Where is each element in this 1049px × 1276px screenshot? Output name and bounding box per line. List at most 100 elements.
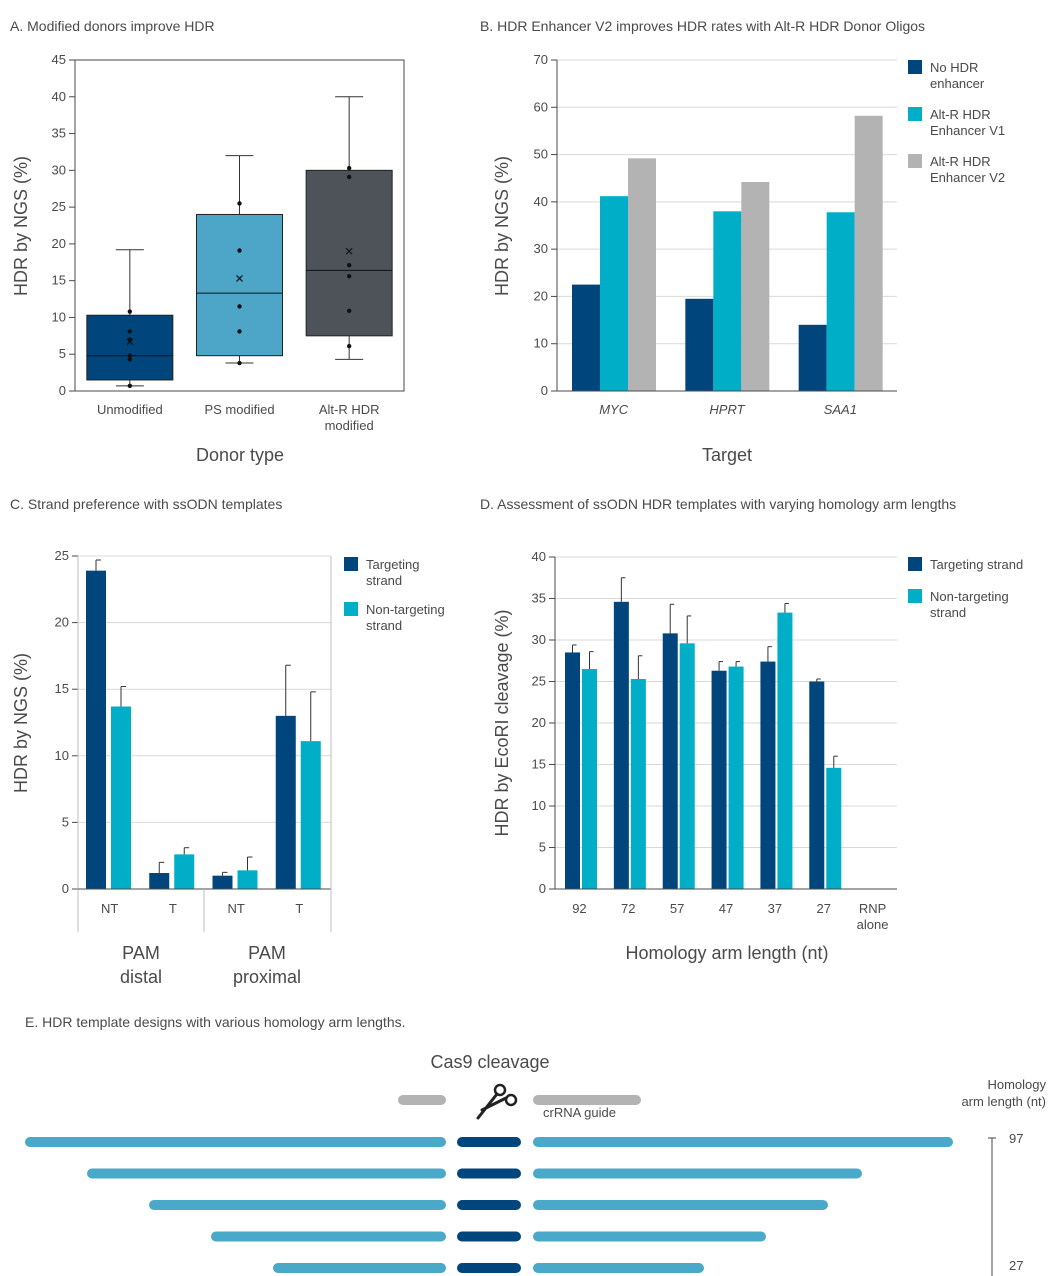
bar (798, 324, 827, 391)
bar (174, 854, 195, 889)
x-axis-title: Homology arm length (nt) (625, 943, 828, 963)
y-tick-label: 60 (534, 99, 548, 114)
legend-swatch (908, 60, 922, 74)
bar (300, 741, 321, 889)
scale-label: Homology (987, 1077, 1046, 1092)
bar (628, 158, 656, 391)
legend-label: Targeting (366, 557, 419, 572)
bar (630, 679, 646, 889)
y-tick-label: 15 (55, 681, 69, 696)
y-tick-label: 20 (52, 236, 66, 251)
cas9-cleavage-label: Cas9 cleavage (430, 1052, 549, 1072)
bar (149, 873, 170, 889)
bar (565, 652, 580, 889)
x-category-label: 92 (572, 901, 586, 916)
data-point (237, 360, 242, 366)
x-category-label: 37 (768, 901, 782, 916)
y-tick-label: 50 (534, 147, 548, 162)
y-tick-label: 15 (532, 757, 546, 772)
y-tick-label: 10 (52, 309, 66, 324)
legend-label: enhancer (930, 76, 985, 91)
mean-marker (126, 338, 134, 346)
x-category-label: SAA1 (824, 402, 857, 417)
x-category-label: NT (227, 901, 244, 916)
panel-b-title: B. HDR Enhancer V2 improves HDR rates wi… (480, 18, 926, 34)
y-tick-label: 10 (55, 748, 69, 763)
bar (582, 669, 597, 889)
bar (572, 284, 600, 391)
bar (728, 666, 744, 889)
y-tick-label: 40 (532, 549, 546, 564)
y-tick-label: 30 (532, 632, 546, 647)
panel-d-title: D. Assessment of ssODN HDR templates wit… (480, 496, 957, 512)
y-tick-label: 10 (532, 798, 546, 813)
data-point (127, 357, 133, 362)
x-category-label: T (169, 901, 177, 916)
bar (86, 570, 106, 889)
mean-marker (345, 247, 353, 255)
y-tick-label: 25 (55, 548, 69, 563)
y-tick-label: 25 (52, 199, 66, 214)
data-point (346, 174, 352, 180)
data-point (127, 383, 133, 389)
data-point (237, 329, 242, 334)
legend-label: Targeting strand (930, 557, 1023, 572)
y-tick-label: 25 (532, 674, 546, 689)
legend-label: Alt-R HDR (930, 154, 991, 169)
data-point (346, 263, 352, 268)
scale-bottom-value: 27 (1009, 1258, 1023, 1273)
y-tick-label: 0 (541, 383, 548, 398)
plot-frame (74, 59, 405, 392)
bar (854, 115, 883, 391)
x-category-label: HPRT (709, 402, 745, 417)
data-point (346, 274, 352, 279)
legend-swatch (908, 589, 922, 603)
panel-a-title: A. Modified donors improve HDR (10, 18, 215, 34)
y-axis-title: HDR by NGS (%) (11, 156, 31, 296)
x-group-label: PAM (248, 943, 286, 963)
x-category-label: RNP (859, 901, 886, 916)
data-point (127, 309, 133, 314)
panel-c-title: C. Strand preference with ssODN template… (10, 496, 283, 512)
bar (826, 212, 855, 391)
y-axis-title: HDR by NGS (%) (11, 653, 31, 793)
legend-label: No HDR (930, 60, 978, 75)
data-point (127, 353, 133, 358)
bar (777, 612, 793, 889)
scissors-icon (493, 1083, 507, 1097)
x-category-label: 57 (670, 901, 684, 916)
legend-label: strand (366, 573, 402, 588)
legend-label: Enhancer V1 (930, 123, 1005, 138)
bar (600, 196, 628, 391)
y-tick-label: 35 (52, 126, 66, 141)
data-point (237, 201, 242, 206)
bar (685, 298, 714, 391)
mean-marker (236, 275, 243, 282)
x-category-label: Alt-R HDR (319, 402, 380, 417)
box (86, 314, 174, 381)
x-category-label: Unmodified (97, 402, 163, 417)
data-point (346, 165, 352, 171)
bar (212, 875, 233, 889)
bar (760, 661, 776, 889)
x-category-label: 27 (816, 901, 830, 916)
bar (713, 211, 742, 391)
box (196, 213, 283, 357)
x-category-label: alone (857, 917, 889, 932)
x-category-label: 72 (621, 901, 635, 916)
x-category-label: 47 (719, 901, 733, 916)
y-tick-label: 20 (534, 288, 548, 303)
data-point (346, 308, 352, 314)
y-tick-label: 20 (55, 615, 69, 630)
data-point (127, 329, 133, 334)
bar (741, 181, 770, 391)
legend-swatch (908, 557, 922, 571)
crrna-guide-label: crRNA guide (543, 1105, 616, 1120)
y-tick-label: 0 (62, 881, 69, 896)
x-group-label: PAM (122, 943, 160, 963)
bar (111, 706, 131, 889)
y-tick-label: 5 (59, 346, 66, 361)
legend-label: Non-targeting (930, 589, 1009, 604)
y-tick-label: 10 (534, 336, 548, 351)
x-axis-title: Donor type (196, 445, 284, 465)
